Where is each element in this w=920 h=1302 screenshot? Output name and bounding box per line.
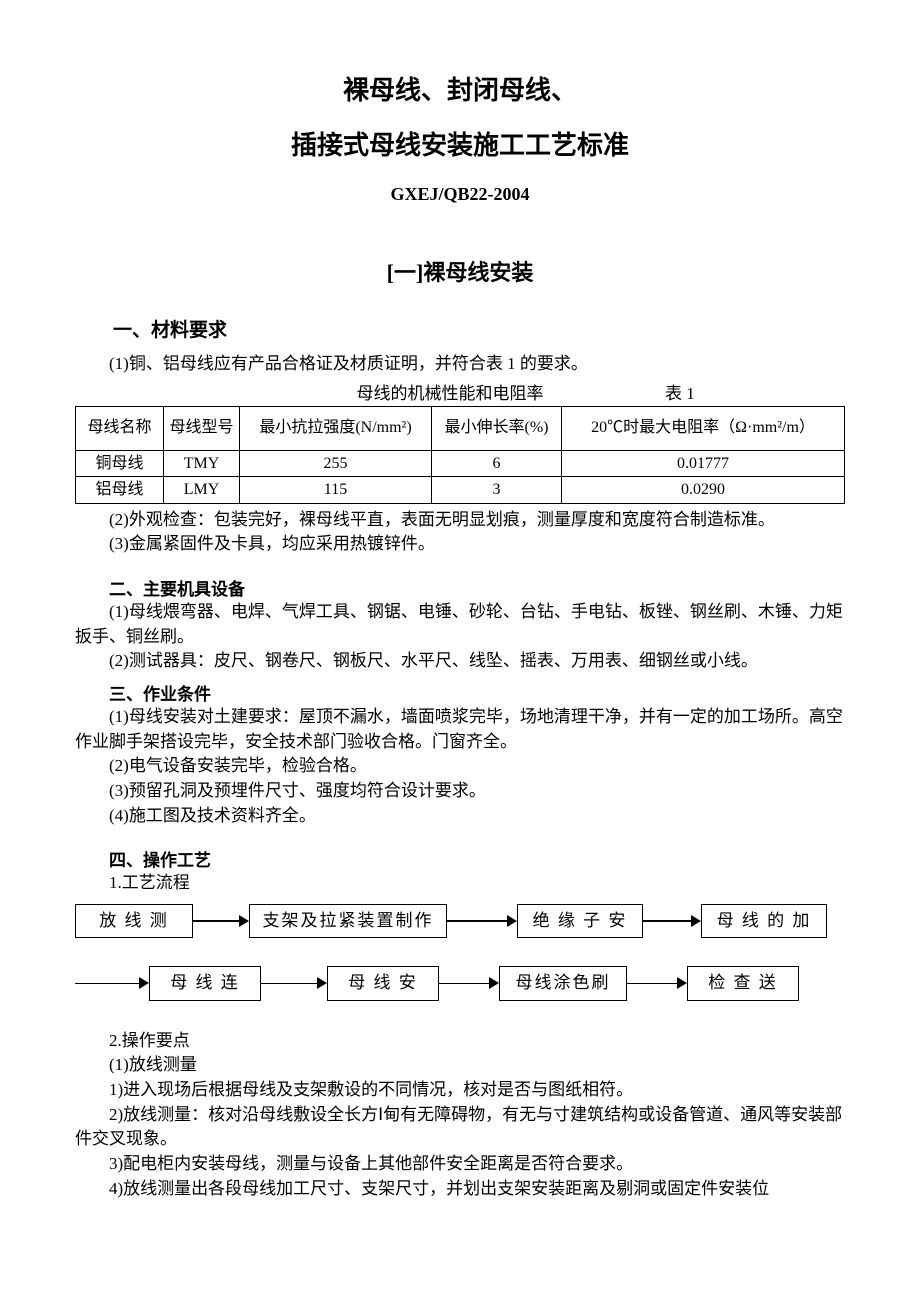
s4-title: 四、操作工艺 (75, 846, 845, 871)
table-row: 铝母线 LMY 115 3 0.0290 (76, 477, 845, 504)
flow-box: 放 线 测 (75, 904, 193, 938)
process-flowchart: 放 线 测支架及拉紧装置制作绝 缘 子 安母 线 的 加 母 线 连母 线 安母… (75, 904, 845, 1001)
flow-arrow (447, 911, 517, 931)
s2-p2: (2)测试器具：皮尺、钢卷尺、钢板尺、水平尺、线坠、摇表、万用表、细钢丝或小线。 (75, 649, 845, 674)
flow-box: 绝 缘 子 安 (517, 904, 643, 938)
s2-title: 二、主要机具设备 (75, 575, 845, 600)
s2-p1: (1)母线煨弯器、电焊、气焊工具、钢锯、电锤、砂轮、台钻、手电钻、板锉、钢丝刷、… (75, 600, 845, 649)
cell: 0.0290 (562, 477, 845, 504)
col-elong: 最小伸长率(%) (432, 406, 562, 450)
cell: 6 (432, 450, 562, 477)
flow-box: 支架及拉紧装置制作 (249, 904, 447, 938)
s3-title: 三、作业条件 (75, 680, 845, 705)
flow-box: 母 线 的 加 (701, 904, 827, 938)
s1-title: 一、材料要求 (75, 315, 845, 342)
flow-box: 母 线 连 (149, 966, 261, 1000)
flow-row-2: 母 线 连 母 线 安 母线涂色刷 检 查 送 (75, 966, 845, 1000)
s3-p4: (4)施工图及技术资料齐全。 (75, 804, 845, 829)
flow-arrow (261, 973, 327, 993)
table-row: 铜母线 TMY 255 6 0.01777 (76, 450, 845, 477)
s1-p2: (2)外观检查：包装完好，裸母线平直，表面无明显划痕，测量厚度和宽度符合制造标准… (75, 508, 845, 533)
cell: 铜母线 (76, 450, 164, 477)
s4-p3: (1)放线测量 (75, 1053, 845, 1078)
s4-p1: 1.工艺流程 (75, 871, 845, 896)
section-a-header: [一]裸母线安装 (75, 255, 845, 287)
flow-arrow (75, 977, 149, 989)
cell: TMY (164, 450, 240, 477)
flow-box: 母线涂色刷 (499, 966, 627, 1000)
s4-p2: 2.操作要点 (75, 1029, 845, 1054)
cell: 255 (240, 450, 432, 477)
flow-box: 母 线 安 (327, 966, 439, 1000)
flow-arrow (193, 911, 249, 931)
flow-arrow (643, 911, 701, 931)
flow-box: 检 查 送 (687, 966, 799, 1000)
table-number: 表 1 (665, 379, 845, 404)
flow-row-1: 放 线 测 支架及拉紧装置制作 绝 缘 子 安 母 线 的 加 (75, 904, 845, 938)
title-line-1: 裸母线、封闭母线、 (75, 70, 845, 107)
table-caption-text: 母线的机械性能和电阻率 (75, 379, 665, 404)
col-model: 母线型号 (164, 406, 240, 450)
flow-arrow (627, 973, 687, 993)
title-block: 裸母线、封闭母线、 插接式母线安装施工工艺标准 GXEJ/QB22-2004 (75, 70, 845, 205)
busbar-spec-table: 母线名称 母线型号 最小抗拉强度(N/mm²) 最小伸长率(%) 20℃时最大电… (75, 406, 845, 504)
s4-p4: 1)进入现场后根据母线及支架敷设的不同情况，核对是否与图纸相符。 (75, 1078, 845, 1103)
table-caption: 母线的机械性能和电阻率 表 1 (75, 379, 845, 404)
s4-p6: 3)配电柜内安装母线，测量与设备上其他部件安全距离是否符合要求。 (75, 1152, 845, 1177)
s1-p1: (1)铜、铝母线应有产品合格证及材质证明，并符合表 1 的要求。 (75, 352, 845, 377)
col-tensile: 最小抗拉强度(N/mm²) (240, 406, 432, 450)
s4-p7: 4)放线测量出各段母线加工尺寸、支架尺寸，并划出支架安装距离及剔洞或固定件安装位 (75, 1177, 845, 1202)
cell: 铝母线 (76, 477, 164, 504)
cell: 3 (432, 477, 562, 504)
doc-code: GXEJ/QB22-2004 (75, 184, 845, 205)
s4-p5: 2)放线测量：核对沿母线敷设全长方Ⅰ甸有无障碍物，有无与寸建筑结构或设备管道、通… (75, 1103, 845, 1152)
title-line-2: 插接式母线安装施工工艺标准 (75, 125, 845, 162)
s3-p3: (3)预留孔洞及预埋件尺寸、强度均符合设计要求。 (75, 779, 845, 804)
cell: 0.01777 (562, 450, 845, 477)
s3-p1: (1)母线安装对土建要求：屋顶不漏水，墙面喷浆完毕，场地清理干净，并有一定的加工… (75, 705, 845, 754)
col-resist: 20℃时最大电阻率（Ω·mm²/m） (562, 406, 845, 450)
cell: LMY (164, 477, 240, 504)
col-name: 母线名称 (76, 406, 164, 450)
s1-p3: (3)金属紧固件及卡具，均应采用热镀锌件。 (75, 532, 845, 557)
cell: 115 (240, 477, 432, 504)
flow-arrow (439, 973, 499, 993)
s3-p2: (2)电气设备安装完毕，检验合格。 (75, 754, 845, 779)
table-body: 铜母线 TMY 255 6 0.01777 铝母线 LMY 115 3 0.02… (76, 450, 845, 503)
table-header-row: 母线名称 母线型号 最小抗拉强度(N/mm²) 最小伸长率(%) 20℃时最大电… (76, 406, 845, 450)
